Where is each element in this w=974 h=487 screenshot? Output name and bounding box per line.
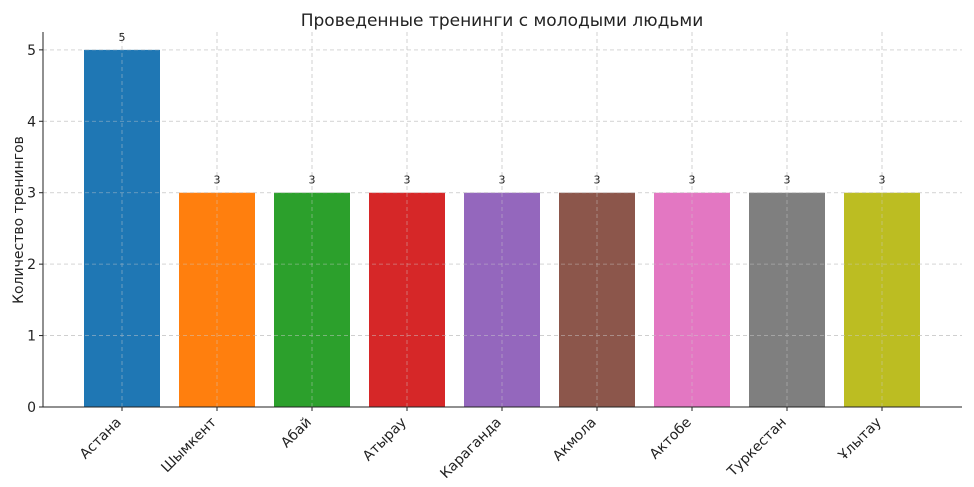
y-tick-label: 3	[27, 186, 36, 202]
x-tick-label: Актобе	[647, 415, 695, 463]
data-labels: 5 3 3 3 3 3 3 3 3	[119, 31, 886, 187]
x-tick-label: Астана	[77, 415, 125, 463]
y-tick-label: 5	[27, 43, 36, 59]
x-tick-label: Абай	[278, 415, 315, 452]
data-label: 5	[119, 31, 126, 44]
x-tick-label: Акмола	[550, 415, 600, 465]
data-label: 3	[689, 174, 696, 187]
chart-title: Проведенные тренинги с молодыми людьми	[301, 11, 704, 31]
x-ticks: Астана Шымкент Абай Атырау Караганда Акмола Ак…	[77, 407, 885, 482]
data-label: 3	[404, 174, 411, 187]
data-label: 3	[309, 174, 316, 187]
data-label: 3	[214, 174, 221, 187]
x-tick-label: Туркестан	[724, 415, 790, 481]
x-tick-label: Шымкент	[158, 415, 219, 476]
y-tick-label: 4	[27, 114, 36, 130]
x-tick-label: Ұлытау	[835, 415, 885, 465]
data-label: 3	[879, 174, 886, 187]
data-label: 3	[784, 174, 791, 187]
y-tick-label: 2	[27, 257, 36, 273]
data-label: 3	[594, 174, 601, 187]
x-tick-label: Атырау	[360, 415, 410, 465]
y-ticks: 0 1 2 3 4 5	[27, 43, 43, 416]
x-tick-label: Караганда	[437, 415, 504, 482]
y-tick-label: 1	[27, 329, 36, 345]
y-axis-label: Количество тренингов	[11, 136, 27, 304]
data-label: 3	[499, 174, 506, 187]
y-tick-label: 0	[27, 400, 36, 416]
